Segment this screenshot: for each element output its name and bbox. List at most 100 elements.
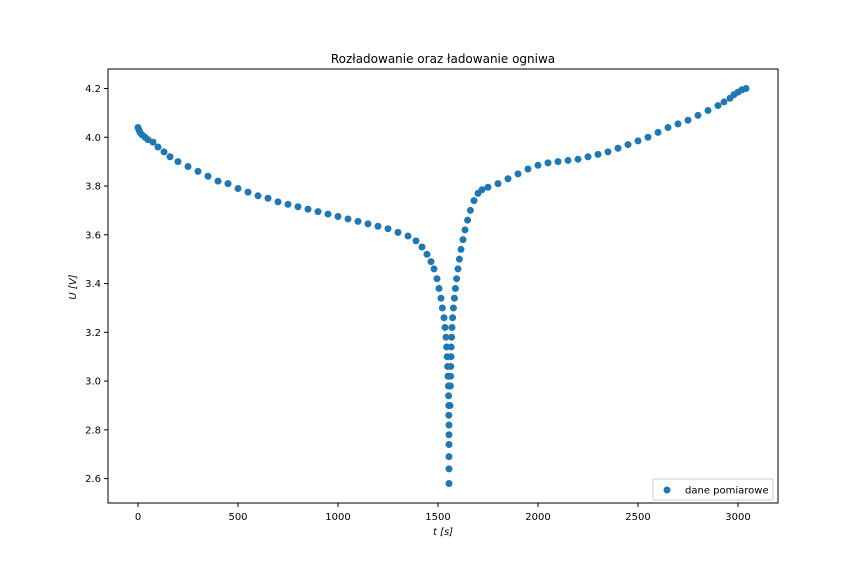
data-point-10 [175,158,182,165]
data-point-102 [675,120,682,127]
x-tick-label-3: 1500 [425,512,450,523]
data-point-61 [447,382,454,389]
data-point-105 [705,107,712,114]
data-point-74 [456,256,463,263]
data-point-78 [464,217,471,224]
data-point-7 [155,144,162,151]
y-tick-label-2: 3.0 [85,377,101,388]
y-tick-label-5: 3.6 [85,230,101,241]
data-point-75 [458,246,465,253]
data-point-89 [545,159,552,166]
data-point-104 [695,112,702,119]
data-point-56 [446,441,453,448]
data-point-106 [715,102,722,109]
data-point-6 [150,139,157,146]
x-tick-label-4: 2000 [525,512,550,523]
data-point-100 [655,129,662,136]
data-point-14 [215,178,222,185]
data-point-72 [453,275,460,282]
data-point-77 [462,226,469,233]
x-tick-label-6: 3000 [725,512,750,523]
x-tick-label-2: 1000 [325,512,350,523]
y-tick-label-6: 3.8 [85,182,101,193]
data-point-60 [447,402,454,409]
data-point-43 [441,314,448,321]
data-point-68 [449,314,456,321]
data-point-41 [438,295,445,302]
y-tick-label-7: 4.0 [85,133,101,144]
data-point-9 [167,153,174,160]
data-point-53 [445,412,452,419]
y-tick-label-0: 2.6 [85,474,101,485]
x-axis-label: t [s] [433,527,453,538]
data-point-71 [452,285,459,292]
data-point-62 [447,373,454,380]
data-point-31 [385,225,392,232]
x-tick-label-0: 0 [135,512,141,523]
data-point-84 [495,180,502,187]
data-point-29 [365,220,372,227]
data-point-63 [447,363,454,370]
data-point-79 [467,207,474,214]
data-point-76 [460,236,467,243]
legend-label: dane pomiarowe [685,486,769,497]
data-point-30 [375,223,382,230]
data-point-51 [445,392,452,399]
data-point-82 [479,186,486,193]
data-point-83 [485,184,492,191]
data-point-85 [505,175,512,182]
y-axis-label: U [V] [68,274,79,299]
data-point-59 [446,480,453,487]
data-point-112 [743,85,750,92]
data-point-95 [605,148,612,155]
data-point-15 [225,180,232,187]
data-point-101 [665,124,672,131]
data-point-80 [471,197,478,204]
data-point-54 [446,421,453,428]
data-point-8 [161,148,168,155]
x-tick-label-1: 500 [228,512,247,523]
data-point-22 [295,203,302,210]
data-point-94 [595,151,602,158]
data-point-66 [448,334,455,341]
chart-title: Rozładowanie oraz ładowanie ogniwa [331,52,555,66]
data-point-86 [515,170,522,177]
data-point-42 [439,304,446,311]
data-point-67 [449,324,456,331]
data-point-96 [615,145,622,152]
data-point-36 [424,251,431,258]
data-point-35 [419,243,426,250]
y-tick-label-4: 3.4 [85,279,101,290]
y-tick-label-1: 2.8 [85,425,101,436]
data-point-18 [255,192,262,199]
data-point-69 [450,304,457,311]
data-point-87 [525,165,532,172]
data-point-37 [428,258,435,265]
legend-marker [664,487,671,494]
data-point-58 [446,465,453,472]
data-point-32 [395,229,402,236]
data-point-97 [625,141,632,148]
data-point-70 [451,295,458,302]
data-point-11 [185,163,192,170]
data-point-39 [434,275,441,282]
data-point-19 [265,195,272,202]
data-point-12 [195,168,202,175]
x-tick-label-5: 2500 [625,512,650,523]
data-point-107 [721,98,728,105]
data-point-57 [446,453,453,460]
data-point-24 [315,208,322,215]
data-point-27 [345,215,352,222]
data-point-38 [431,265,438,272]
data-point-40 [436,285,443,292]
data-point-25 [325,211,332,218]
data-point-98 [635,137,642,144]
y-tick-label-8: 4.2 [85,84,101,95]
data-point-17 [245,189,252,196]
data-point-20 [275,198,282,205]
data-point-93 [585,153,592,160]
data-point-65 [448,343,455,350]
data-point-33 [405,233,412,240]
